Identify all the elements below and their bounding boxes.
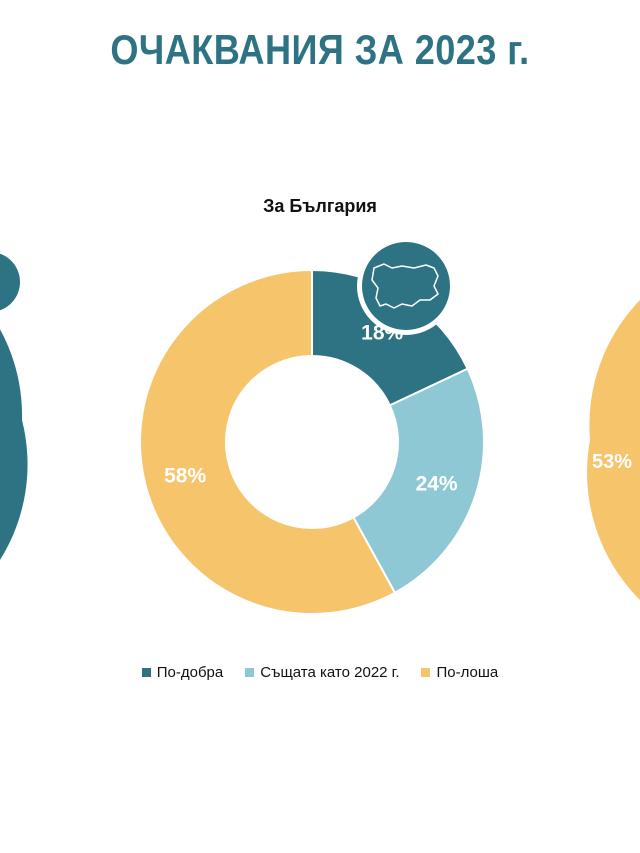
legend-swatch-worse <box>421 668 431 677</box>
main-donut: 18%24%58% <box>139 268 485 615</box>
legend-item-better: По-добра <box>141 664 224 681</box>
slice-same-label: 24% <box>416 472 458 495</box>
legend-label-worse: По-лоша <box>436 664 499 681</box>
right-partial-chart: 53% <box>587 300 640 600</box>
slice-worse <box>139 268 397 615</box>
chart-title: За България <box>263 196 377 216</box>
legend-label-better: По-добра <box>156 664 224 681</box>
legend-item-same: Същата като 2022 г. <box>245 664 399 681</box>
legend-label-same: Същата като 2022 г. <box>260 664 400 681</box>
bulgaria-map-icon <box>357 237 455 335</box>
legend-swatch-better <box>141 668 151 677</box>
page-title: ОЧАКВАНИЯ ЗА 2023 г. <box>110 26 530 73</box>
slice-same <box>352 367 485 595</box>
slice-worse-label: 58% <box>164 465 206 488</box>
legend-swatch-same <box>245 668 255 677</box>
legend-item-worse: По-лоша <box>421 664 498 681</box>
left-partial-chart <box>0 253 28 560</box>
left-badge-icon <box>0 253 20 311</box>
right-slice-label: 53% <box>592 451 632 473</box>
legend: По-добра Същата като 2022 г. По-лоша <box>0 664 640 681</box>
